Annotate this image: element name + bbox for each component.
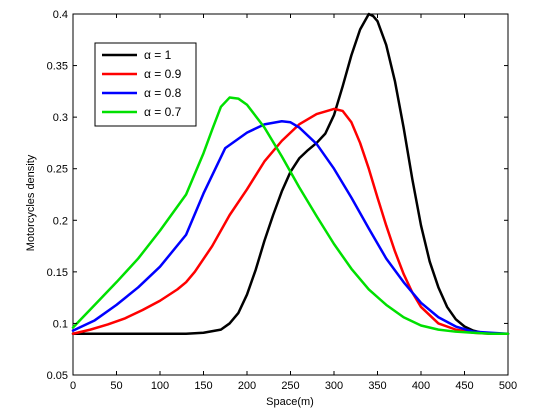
x-tick-label: 150 [194,380,212,392]
x-tick-label: 250 [281,380,299,392]
legend-label: α = 1 [144,48,172,62]
y-axis-title: Motorcycles density [25,154,37,251]
x-tick-label: 450 [455,380,473,392]
x-tick-label: 0 [70,380,76,392]
y-tick-label: 0.3 [53,112,68,124]
y-tick-label: 0.4 [53,9,68,21]
x-tick-label: 50 [110,380,122,392]
series-line-0 [71,12,510,335]
y-tick-label: 0.05 [47,370,68,382]
x-axis-title: Space(m) [266,396,314,408]
legend: α = 1 α = 0.9 α = 0.8 α = 0.7 [94,42,197,127]
legend-label: α = 0.7 [144,105,182,119]
y-tick-label: 0.15 [47,267,68,279]
legend-label: α = 0.8 [144,86,182,100]
y-tick-label: 0.25 [47,164,68,176]
x-tick-label: 100 [151,380,169,392]
y-tick-label: 0.1 [53,318,68,330]
x-tick-label: 350 [368,380,386,392]
series-line-2 [71,120,510,335]
y-tick-label: 0.2 [53,215,68,227]
y-tick-label: 0.35 [47,61,68,73]
x-tick-label: 400 [412,380,430,392]
x-tick-label: 200 [238,380,256,392]
series-line-3 [71,96,510,335]
x-tick-label: 500 [499,380,517,392]
legend-label: α = 0.9 [144,67,182,81]
tick-layer: 0 50 100 150 200 250 300 350 400 450 500 0.05 0.1 0.1… [47,9,518,392]
x-tick-label: 300 [325,380,343,392]
series-line-1 [71,107,510,335]
series-layer [71,12,510,335]
